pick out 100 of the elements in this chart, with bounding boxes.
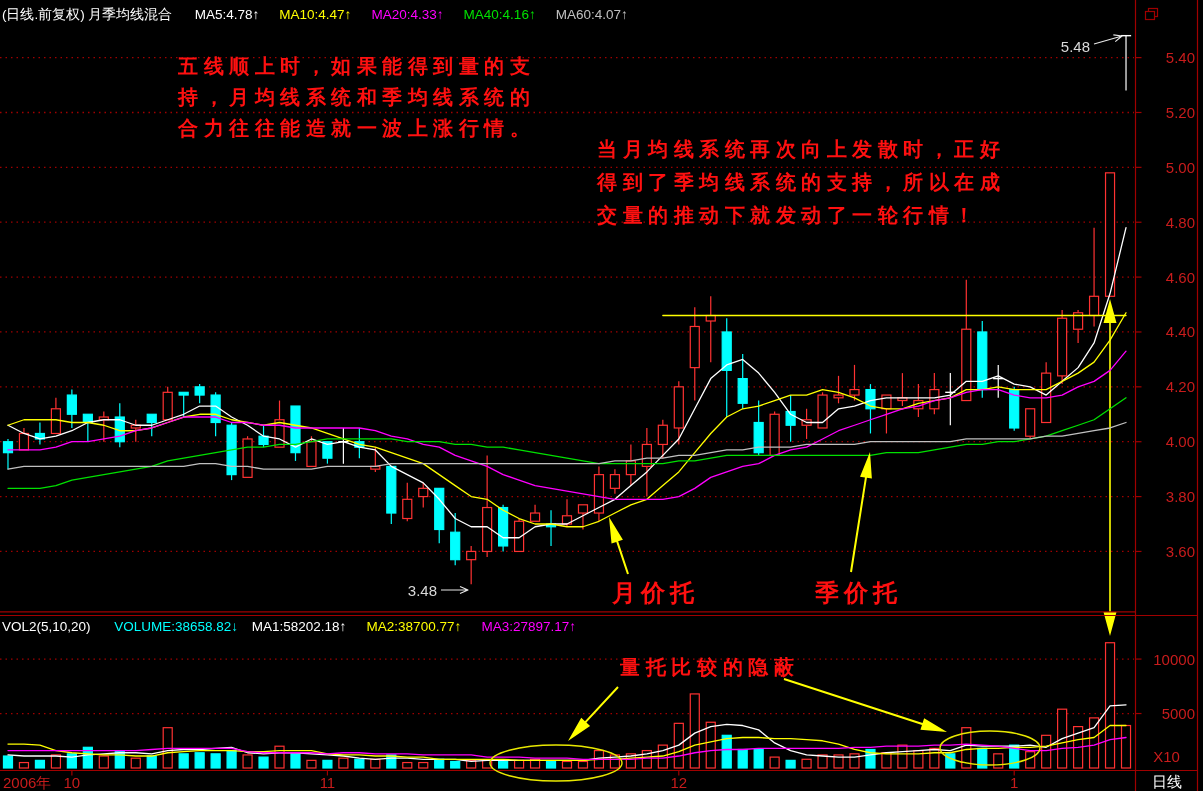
bar — [226, 749, 237, 769]
y-tick-label: 3.80 — [1165, 488, 1195, 506]
text: MA3:27897.17↑ — [481, 619, 576, 634]
text: MA1:58202.18↑ — [251, 619, 347, 634]
annotation: 五线顺上时，如果能得到量的支持，月均线系统和季均线系统的合力往往能造就一波上涨行情。 — [177, 54, 535, 140]
x-axis-title: 日线 — [1151, 773, 1182, 791]
bar — [1041, 734, 1052, 769]
text: MA60:4.07↑ — [555, 7, 628, 22]
bar — [1072, 726, 1084, 769]
bar — [162, 727, 173, 769]
bar — [402, 761, 413, 769]
bar — [769, 756, 780, 769]
text: 2006年 — [3, 773, 52, 791]
y-tick-label: 10000 — [1153, 650, 1195, 668]
y-tick-label: 4.60 — [1165, 268, 1195, 286]
bar — [18, 761, 30, 769]
bar — [1057, 708, 1068, 769]
x-tick-label: 12 — [670, 773, 688, 791]
text: (日线.前复权) 月季均线混合 — [2, 7, 173, 22]
y-tick-label: 4.00 — [1165, 433, 1195, 451]
text: MA20:4.33↑ — [371, 7, 444, 22]
annotation: 5.48 — [1060, 37, 1090, 55]
bar — [258, 756, 269, 769]
line-series — [7, 397, 1127, 489]
bar — [1104, 642, 1116, 769]
bar — [306, 759, 317, 769]
bar — [881, 752, 892, 769]
chart-title: VOL2(5,10,20) — [2, 619, 91, 634]
candlestick — [513, 517, 525, 553]
bar — [2, 755, 14, 769]
candlestick — [1057, 309, 1068, 385]
bar — [34, 759, 46, 769]
candlestick — [482, 454, 493, 558]
bar — [1088, 717, 1100, 769]
annotation: 季价托 — [814, 579, 902, 607]
bar — [561, 760, 573, 769]
bar — [290, 753, 301, 769]
candlestick — [529, 504, 541, 522]
bar — [146, 755, 157, 769]
bar — [194, 752, 205, 769]
bar — [130, 757, 141, 769]
bar — [322, 759, 333, 769]
candlestick — [609, 468, 621, 495]
bar — [545, 760, 557, 769]
bar — [913, 749, 924, 769]
candlestick — [705, 295, 716, 363]
y-tick-label: 5.00 — [1165, 158, 1195, 176]
candlestick — [577, 504, 589, 531]
bar — [210, 753, 221, 769]
line-series — [7, 736, 1127, 760]
annotation: 3.48 — [407, 581, 437, 599]
text: MA10:4.47↑ — [279, 7, 352, 22]
bar — [705, 721, 716, 769]
x-tick-label: 11 — [319, 773, 336, 791]
text: MA40:4.16↑ — [463, 7, 536, 22]
bar — [673, 722, 684, 769]
candlestick — [50, 397, 62, 435]
annotation: 量托比较的隐蔽 — [619, 655, 800, 679]
bar — [721, 734, 732, 769]
bar — [577, 760, 589, 769]
annotation: 月价托 — [611, 579, 699, 607]
bar — [785, 759, 796, 769]
y-axis-title: X10 — [1153, 747, 1180, 765]
candlestick — [66, 388, 77, 429]
bar — [354, 758, 365, 769]
y-tick-label: 4.20 — [1165, 378, 1195, 396]
candlestick — [961, 279, 972, 402]
x-tick-label: 1 — [1010, 773, 1019, 791]
bar — [753, 748, 764, 769]
text: VOLUME:38658.82↓ — [114, 619, 239, 634]
bar — [993, 753, 1004, 769]
candlestick — [178, 391, 189, 418]
line-series — [7, 724, 1127, 762]
y-tick-label: 5000 — [1161, 705, 1195, 723]
x-tick-label: 10 — [63, 773, 81, 791]
bar — [737, 748, 748, 769]
candlestick — [1088, 227, 1100, 328]
bar — [1120, 724, 1132, 769]
candlestick — [689, 306, 700, 402]
bar — [242, 754, 253, 769]
bar — [178, 753, 189, 769]
candlestick — [498, 504, 509, 553]
y-tick-label: 4.80 — [1165, 213, 1195, 231]
candlestick — [593, 465, 605, 522]
bar — [689, 693, 700, 769]
bar — [450, 760, 461, 769]
y-tick-label: 5.20 — [1165, 103, 1195, 121]
line-series — [7, 227, 1127, 539]
candlestick — [1104, 172, 1116, 297]
y-tick-label: 3.60 — [1165, 542, 1195, 560]
annotation: 当月均线系统再次向上发散时，正好得到了季均线系统的支持，所以在成交量的推动下就发动了一轮行情！ — [596, 137, 1005, 227]
candlestick — [1072, 309, 1084, 344]
bar — [418, 761, 429, 769]
y-tick-label: 4.40 — [1165, 323, 1195, 341]
bar — [98, 755, 109, 769]
text: MA2:38700.77↑ — [366, 619, 462, 634]
bar — [338, 757, 349, 769]
bar — [801, 758, 812, 769]
text: MA5:4.78↑ — [194, 7, 260, 22]
y-tick-label: 5.40 — [1165, 49, 1195, 67]
